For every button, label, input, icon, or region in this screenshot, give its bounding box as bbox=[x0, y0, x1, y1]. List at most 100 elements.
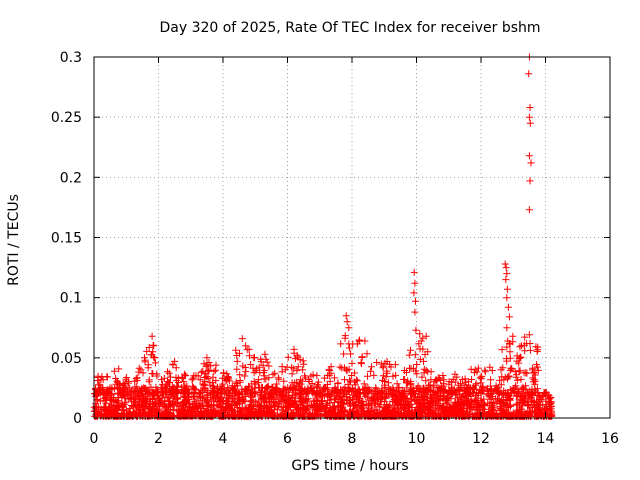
data-point bbox=[488, 406, 496, 414]
data-point bbox=[242, 388, 250, 396]
data-point bbox=[503, 270, 511, 278]
data-point bbox=[402, 395, 410, 403]
data-point bbox=[516, 367, 524, 375]
data-point bbox=[316, 404, 324, 412]
data-point bbox=[503, 294, 511, 302]
data-point bbox=[123, 412, 130, 420]
data-point bbox=[268, 411, 276, 419]
data-point bbox=[126, 405, 134, 413]
data-point bbox=[418, 373, 426, 381]
data-point bbox=[486, 395, 494, 403]
data-point bbox=[506, 348, 514, 356]
data-point bbox=[528, 385, 536, 393]
data-point bbox=[261, 401, 268, 409]
data-point bbox=[302, 395, 310, 403]
data-point bbox=[488, 398, 496, 406]
data-point bbox=[320, 408, 328, 416]
data-point bbox=[362, 410, 370, 418]
data-point bbox=[503, 285, 511, 293]
data-point bbox=[453, 394, 461, 402]
data-point bbox=[503, 343, 511, 351]
data-point bbox=[172, 364, 180, 372]
data-point bbox=[261, 366, 269, 374]
data-point bbox=[170, 401, 178, 409]
data-point bbox=[419, 396, 427, 404]
data-point bbox=[385, 385, 393, 393]
data-point bbox=[508, 389, 516, 397]
data-point bbox=[467, 365, 475, 373]
x-tick-label: 6 bbox=[283, 431, 292, 447]
data-point bbox=[439, 387, 447, 395]
data-point bbox=[481, 366, 489, 374]
data-point bbox=[486, 363, 494, 371]
data-point bbox=[122, 374, 130, 381]
data-point bbox=[201, 385, 209, 393]
data-point bbox=[525, 206, 533, 214]
data-point bbox=[164, 368, 171, 376]
data-point bbox=[519, 390, 527, 398]
data-point bbox=[432, 407, 440, 415]
data-point bbox=[413, 361, 421, 368]
data-point bbox=[505, 313, 513, 321]
data-point bbox=[497, 412, 505, 420]
data-point bbox=[477, 397, 485, 405]
data-point bbox=[259, 361, 267, 369]
data-point bbox=[435, 406, 443, 414]
data-point bbox=[468, 409, 476, 417]
data-point bbox=[299, 366, 307, 374]
data-point bbox=[400, 410, 408, 418]
data-point bbox=[439, 372, 447, 379]
data-point bbox=[195, 397, 203, 405]
data-point bbox=[196, 376, 204, 384]
data-point bbox=[196, 389, 204, 397]
data-point bbox=[502, 264, 510, 272]
data-point bbox=[147, 407, 155, 415]
data-point bbox=[411, 308, 419, 316]
data-point bbox=[314, 390, 322, 398]
data-point bbox=[224, 373, 232, 381]
data-point bbox=[422, 377, 430, 385]
data-point bbox=[147, 383, 155, 391]
data-point bbox=[236, 371, 244, 379]
data-point bbox=[232, 378, 240, 386]
data-point bbox=[417, 337, 425, 345]
data-point bbox=[265, 403, 273, 411]
data-point bbox=[281, 409, 289, 417]
data-point bbox=[490, 404, 498, 412]
data-point bbox=[201, 407, 209, 415]
data-point bbox=[208, 390, 216, 397]
data-point bbox=[149, 348, 157, 356]
data-point bbox=[257, 383, 265, 391]
data-point bbox=[349, 340, 357, 348]
data-point bbox=[522, 382, 530, 390]
data-point bbox=[412, 326, 420, 334]
data-point bbox=[509, 385, 517, 392]
data-point bbox=[400, 390, 408, 398]
data-point bbox=[205, 359, 213, 366]
data-point bbox=[140, 393, 148, 401]
data-point bbox=[163, 380, 171, 388]
data-point bbox=[430, 392, 438, 400]
data-point bbox=[342, 366, 350, 374]
data-point bbox=[397, 400, 404, 408]
data-point bbox=[136, 403, 144, 411]
data-point bbox=[358, 354, 366, 361]
data-point bbox=[99, 412, 107, 420]
data-point bbox=[278, 363, 286, 371]
data-point bbox=[478, 412, 486, 420]
data-point bbox=[174, 379, 182, 386]
data-point bbox=[427, 368, 435, 376]
data-point bbox=[110, 409, 117, 416]
data-point bbox=[298, 398, 306, 405]
data-point bbox=[323, 381, 331, 388]
data-point bbox=[410, 365, 417, 373]
y-axis-label: ROTI / TECUs bbox=[6, 194, 22, 286]
data-point bbox=[521, 399, 529, 407]
data-point bbox=[140, 384, 148, 392]
data-point bbox=[410, 268, 418, 276]
data-point bbox=[180, 370, 188, 378]
data-point bbox=[313, 397, 321, 405]
data-point bbox=[145, 376, 153, 384]
data-point bbox=[515, 396, 523, 404]
data-point bbox=[116, 403, 123, 411]
